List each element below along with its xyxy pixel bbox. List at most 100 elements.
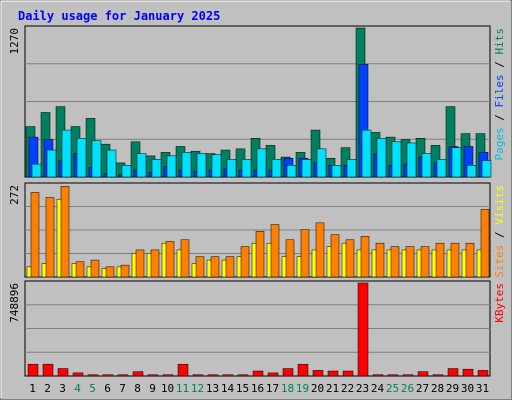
bar-kbytes-kbytes-6 — [102, 374, 114, 377]
bar-kbytes-kbytes-20 — [312, 370, 324, 377]
ymax-label-pages-files-hits: 1270 — [8, 28, 21, 55]
bar-sites-visits-sites-23 — [360, 236, 370, 278]
bar-sites-visits-sites-26 — [405, 246, 415, 278]
bar-sites-visits-sites-31 — [480, 209, 490, 278]
bar-kbytes-kbytes-8 — [132, 371, 144, 377]
bar-kbytes-kbytes-5 — [87, 374, 99, 377]
bar-kbytes-kbytes-27 — [417, 371, 429, 377]
x-tick-24: 24 — [371, 382, 385, 395]
bar-pages-files-hits-pages-6 — [106, 149, 117, 178]
x-tick-2: 2 — [44, 382, 51, 395]
bar-kbytes-kbytes-10 — [162, 374, 174, 377]
bar-sites-visits-sites-9 — [150, 249, 160, 278]
bar-sites-visits-sites-7 — [120, 264, 130, 278]
bar-sites-visits-sites-10 — [165, 241, 175, 278]
bar-kbytes-kbytes-22 — [342, 370, 354, 377]
bar-pages-files-hits-pages-24 — [376, 138, 387, 178]
right-label-kbytes: KBytes — [493, 283, 506, 323]
bar-sites-visits-sites-1 — [30, 192, 40, 278]
bar-kbytes-kbytes-13 — [207, 374, 219, 377]
bar-sites-visits-sites-17 — [270, 224, 280, 278]
x-tick-13: 13 — [206, 382, 219, 395]
bar-kbytes-kbytes-29 — [447, 368, 459, 377]
chart-title: Daily usage for January 2025 — [18, 9, 220, 23]
bar-pages-files-hits-pages-18 — [286, 165, 297, 178]
bar-kbytes-kbytes-17 — [267, 372, 279, 377]
x-tick-31: 31 — [476, 382, 489, 395]
bar-pages-files-hits-pages-15 — [241, 159, 252, 178]
bar-sites-visits-sites-12 — [195, 256, 205, 278]
x-tick-29: 29 — [446, 382, 459, 395]
bar-pages-files-hits-pages-20 — [316, 148, 327, 178]
bar-sites-visits-sites-2 — [45, 197, 55, 278]
bar-kbytes-kbytes-14 — [222, 374, 234, 377]
bar-pages-files-hits-pages-10 — [166, 155, 177, 178]
bar-kbytes-kbytes-15 — [237, 374, 249, 377]
x-tick-30: 30 — [461, 382, 474, 395]
x-tick-28: 28 — [431, 382, 444, 395]
x-tick-11: 11 — [176, 382, 189, 395]
bar-kbytes-kbytes-21 — [327, 370, 339, 377]
bar-pages-files-hits-pages-12 — [196, 153, 207, 178]
bar-sites-visits-sites-19 — [300, 229, 310, 278]
x-tick-25: 25 — [386, 382, 399, 395]
x-tick-22: 22 — [341, 382, 354, 395]
bar-kbytes-kbytes-2 — [42, 363, 54, 377]
right-label-part-pages-files-hits-3: / — [493, 55, 506, 75]
bar-kbytes-kbytes-23 — [357, 282, 369, 377]
right-label-part-pages-files-hits-0: Pages — [493, 127, 506, 160]
bar-kbytes-kbytes-19 — [297, 363, 309, 377]
right-label-part-sites-visits-1: / — [493, 225, 506, 245]
bar-pages-files-hits-pages-19 — [301, 159, 312, 178]
ymax-label-kbytes: 748896 — [8, 283, 21, 323]
bar-sites-visits-sites-13 — [210, 256, 220, 278]
bar-kbytes-kbytes-25 — [387, 374, 399, 377]
bar-kbytes-kbytes-30 — [462, 368, 474, 377]
x-tick-14: 14 — [221, 382, 235, 395]
right-label-part-sites-visits-0: Sites — [493, 245, 506, 278]
x-tick-17: 17 — [266, 382, 279, 395]
x-tick-21: 21 — [326, 382, 339, 395]
x-tick-20: 20 — [311, 382, 324, 395]
bar-pages-files-hits-pages-23 — [361, 129, 372, 178]
bar-kbytes-kbytes-12 — [192, 374, 204, 377]
bar-pages-files-hits-pages-7 — [121, 165, 132, 178]
bar-sites-visits-sites-11 — [180, 239, 190, 278]
bar-pages-files-hits-pages-8 — [136, 153, 147, 178]
x-tick-1: 1 — [29, 382, 36, 395]
bar-sites-visits-sites-16 — [255, 231, 265, 278]
bar-pages-files-hits-pages-28 — [436, 159, 447, 178]
bar-kbytes-kbytes-3 — [57, 368, 69, 377]
bar-sites-visits-sites-6 — [105, 266, 115, 278]
bar-sites-visits-sites-28 — [435, 242, 445, 278]
bar-kbytes-kbytes-18 — [282, 368, 294, 377]
x-tick-16: 16 — [251, 382, 264, 395]
x-tick-18: 18 — [281, 382, 294, 395]
bar-sites-visits-sites-15 — [240, 246, 250, 278]
x-tick-6: 6 — [104, 382, 111, 395]
bar-pages-files-hits-pages-31 — [481, 160, 492, 178]
bar-pages-files-hits-pages-2 — [46, 149, 57, 178]
bar-pages-files-hits-pages-13 — [211, 154, 222, 178]
bar-pages-files-hits-pages-27 — [421, 153, 432, 178]
bar-pages-files-hits-pages-4 — [76, 138, 87, 178]
bar-pages-files-hits-pages-17 — [271, 159, 282, 178]
bar-sites-visits-sites-22 — [345, 239, 355, 278]
right-label-part-pages-files-hits-1: / — [493, 108, 506, 128]
x-tick-19: 19 — [296, 382, 309, 395]
bar-kbytes-kbytes-4 — [72, 372, 84, 377]
bar-pages-files-hits-pages-16 — [256, 148, 267, 178]
bar-pages-files-hits-pages-25 — [391, 141, 402, 178]
bar-sites-visits-sites-24 — [375, 242, 385, 278]
bar-kbytes-kbytes-31 — [477, 370, 489, 377]
bar-pages-files-hits-pages-21 — [331, 165, 342, 178]
x-tick-15: 15 — [236, 382, 249, 395]
bar-kbytes-kbytes-26 — [402, 374, 414, 377]
x-tick-9: 9 — [149, 382, 156, 395]
right-label-sites-visits: Sites / Visits — [493, 185, 506, 278]
x-tick-4: 4 — [74, 382, 81, 395]
x-tick-8: 8 — [134, 382, 141, 395]
bar-sites-visits-sites-8 — [135, 249, 145, 278]
bar-sites-visits-sites-21 — [330, 234, 340, 278]
